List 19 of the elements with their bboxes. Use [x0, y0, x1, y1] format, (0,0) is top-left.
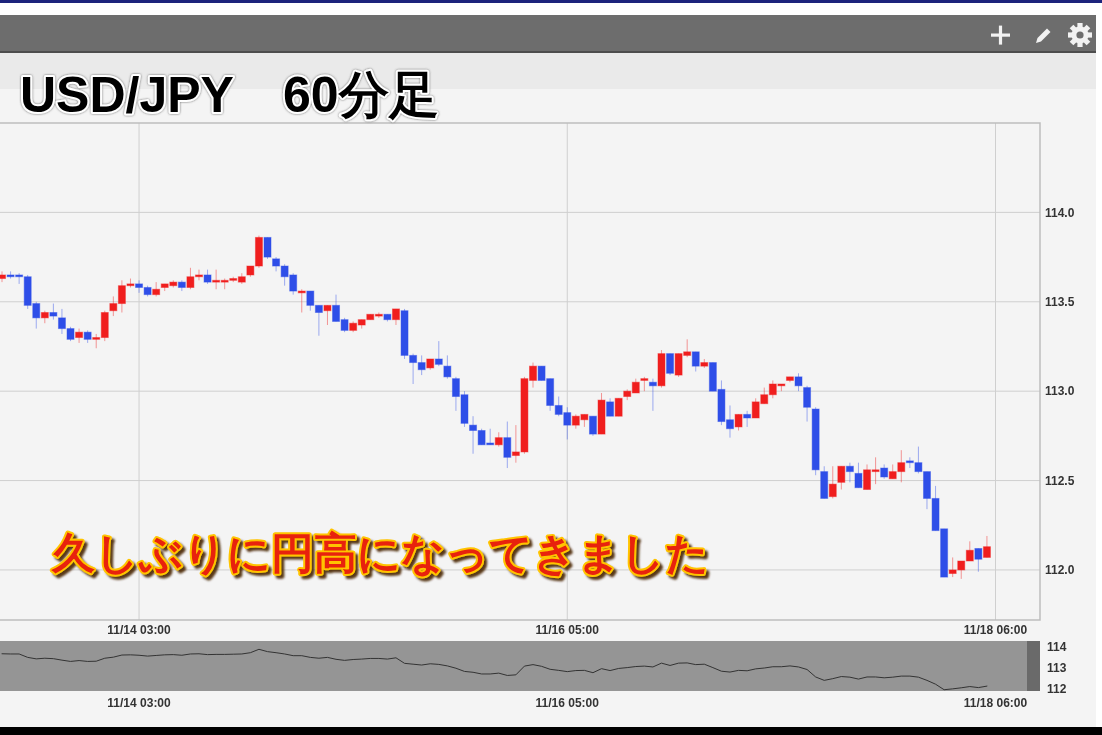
annotation: 久しぶりに円高になってきました [51, 529, 709, 577]
line-series [1, 648, 988, 691]
x-tick-label: 11/16 05:00 [535, 623, 600, 637]
y-tick-label: 112 [1047, 682, 1067, 697]
chart-title: USD/JPY 60分足 [20, 67, 439, 123]
x-tick-label: 11/16 05:00 [535, 696, 600, 710]
y-tick-label: 112.0 [1045, 563, 1075, 578]
y-tick-label: 114.0 [1045, 205, 1075, 220]
y-tick-label: 113.0 [1045, 384, 1075, 399]
x-tick-label: 11/18 06:00 [963, 623, 1028, 637]
y-tick-label: 114 [1047, 639, 1067, 654]
y-tick-label: 113 [1047, 660, 1067, 675]
x-tick-label: 11/14 03:00 [107, 696, 172, 710]
y-tick-label: 113.5 [1045, 294, 1075, 309]
candlestick [75, 328, 84, 344]
candlestick [743, 410, 752, 428]
y-tick-label: 112.5 [1045, 473, 1075, 488]
x-tick-label: 11/18 06:00 [963, 696, 1028, 710]
x-tick-label: 11/14 03:00 [107, 623, 172, 637]
